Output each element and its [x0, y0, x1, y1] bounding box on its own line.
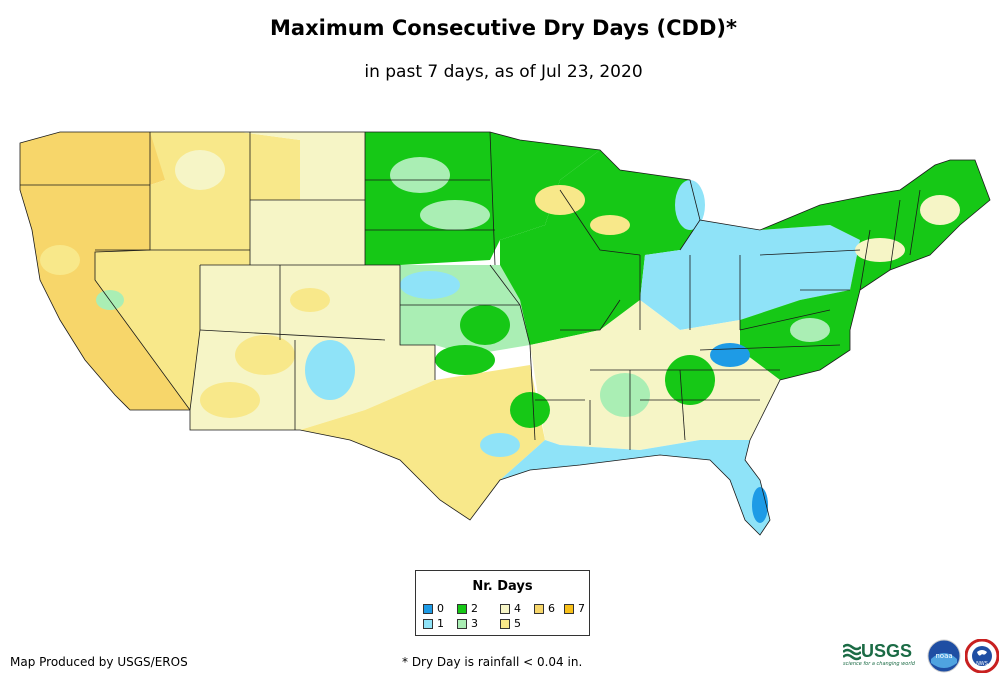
region-gulf-coast [500, 440, 770, 535]
usgs-wave-icon [843, 643, 861, 660]
state-borders [19, 131, 991, 536]
legend-item-7: 7 [564, 602, 585, 615]
legend: Nr. Days 0 1 2 3 4 5 6 [415, 570, 590, 636]
legend-swatch-6 [534, 603, 544, 614]
legend-swatch-5 [500, 618, 510, 629]
legend-grid: 0 1 2 3 4 5 6 7 [423, 602, 588, 632]
legend-item-2: 2 [457, 602, 478, 615]
legend-label: 2 [471, 602, 478, 615]
map-credit: Map Produced by USGS/EROS [10, 655, 188, 669]
region-intermountain [95, 132, 300, 410]
legend-swatch-3 [457, 618, 467, 629]
legend-title: Nr. Days [472, 579, 533, 594]
legend-label: 7 [578, 602, 585, 615]
legend-swatch-4 [500, 603, 510, 614]
us-cdd-map [19, 131, 991, 536]
legend-item-5: 5 [500, 617, 521, 630]
legend-label: 0 [437, 602, 444, 615]
legend-item-3: 3 [457, 617, 478, 630]
legend-item-6: 6 [534, 602, 555, 615]
legend-label: 3 [471, 617, 478, 630]
region-south [530, 300, 780, 450]
legend-swatch-7 [564, 603, 574, 614]
nws-logo: NWS [965, 639, 999, 673]
legend-item-1: 1 [423, 617, 444, 630]
map-subtitle: in past 7 days, as of Jul 23, 2020 [364, 62, 643, 82]
noaa-logo: noaa [927, 639, 961, 673]
region-ohio-valley [640, 220, 860, 330]
usgs-wordmark: USGS [861, 641, 913, 661]
region-rockies [240, 132, 365, 265]
legend-swatch-1 [423, 618, 433, 629]
legend-swatch-0 [423, 603, 433, 614]
region-west-coast [20, 132, 190, 410]
dry-day-footnote: * Dry Day is rainfall < 0.04 in. [402, 655, 583, 669]
noaa-label: noaa [935, 652, 952, 660]
region-northeast [760, 160, 990, 290]
legend-label: 4 [514, 602, 521, 615]
nws-label: NWS [976, 661, 988, 667]
map-title: Maximum Consecutive Dry Days (CDD)* [270, 16, 737, 40]
legend-label: 5 [514, 617, 521, 630]
legend-label: 1 [437, 617, 444, 630]
region-midwest [500, 150, 700, 345]
region-texas [300, 365, 545, 520]
legend-item-0: 0 [423, 602, 444, 615]
agency-logos: USGS science for a changing world noaa N… [843, 637, 1003, 677]
legend-swatch-2 [457, 603, 467, 614]
texture-patches [40, 150, 960, 523]
legend-label: 6 [548, 602, 555, 615]
usgs-tagline: science for a changing world [843, 661, 915, 667]
usgs-logo: USGS [843, 641, 912, 662]
legend-item-4: 4 [500, 602, 521, 615]
